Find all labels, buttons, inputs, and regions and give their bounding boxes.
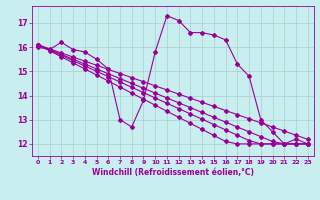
X-axis label: Windchill (Refroidissement éolien,°C): Windchill (Refroidissement éolien,°C) bbox=[92, 168, 254, 177]
